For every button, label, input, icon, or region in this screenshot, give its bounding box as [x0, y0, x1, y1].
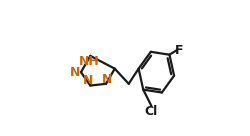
Text: F: F — [175, 44, 184, 57]
Text: N: N — [102, 73, 112, 86]
Text: Cl: Cl — [145, 105, 158, 118]
Text: N: N — [70, 66, 80, 79]
Text: N: N — [82, 74, 93, 87]
Text: NH: NH — [79, 55, 100, 68]
